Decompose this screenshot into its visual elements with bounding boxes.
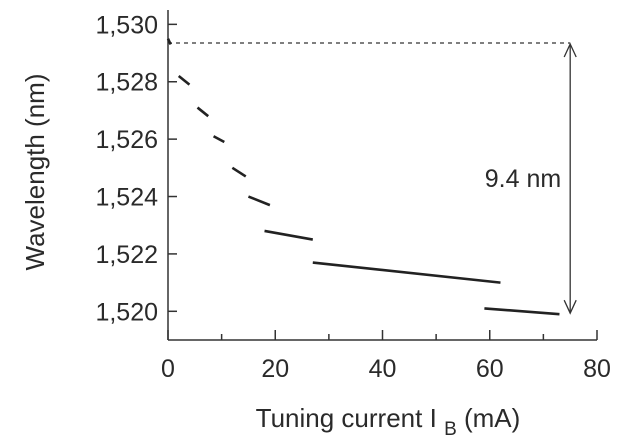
x-tick-label: 0 <box>161 355 175 383</box>
x-ticks: 0 20 40 60 80 <box>161 330 611 383</box>
series <box>166 38 560 316</box>
data-segment <box>312 261 501 284</box>
y-tick-label: 1,524 <box>95 184 158 212</box>
y-tick-label: 1,530 <box>95 11 158 39</box>
data-segment <box>177 74 191 86</box>
y-tick-label: 1,520 <box>95 298 158 326</box>
x-axis-title: Tuning current I B (mA) <box>256 403 521 441</box>
data-segment <box>247 195 271 207</box>
x-tick-label: 60 <box>476 355 504 383</box>
annotation-label: 9.4 nm <box>485 165 561 193</box>
x-axis-title-symbol: I <box>430 403 437 433</box>
data-segment <box>484 307 560 316</box>
annotation-arrowhead-up <box>563 42 577 58</box>
data-segment <box>212 135 225 144</box>
y-tick-label: 1,526 <box>95 126 158 154</box>
annotation-arrowhead-down <box>563 299 577 315</box>
x-axis-title-unit: (mA) <box>464 403 520 433</box>
x-axis-title-subscript: B <box>444 419 457 440</box>
x-tick-label: 40 <box>369 355 397 383</box>
y-axis-title: Wavelength (nm) <box>20 74 50 271</box>
data-segment <box>196 106 210 118</box>
annotation-group: 9.4 nm <box>485 42 577 315</box>
data-segment <box>264 229 314 241</box>
x-tick-label: 80 <box>583 355 611 383</box>
data-segment <box>166 38 172 45</box>
y-ticks: 1,520 1,522 1,524 1,526 1,528 1,530 <box>95 11 177 326</box>
data-segment <box>231 166 247 178</box>
y-tick-label: 1,522 <box>95 241 158 269</box>
x-tick-label: 20 <box>261 355 289 383</box>
y-tick-label: 1,528 <box>95 69 158 97</box>
x-axis-title-main: Tuning current <box>256 403 423 433</box>
